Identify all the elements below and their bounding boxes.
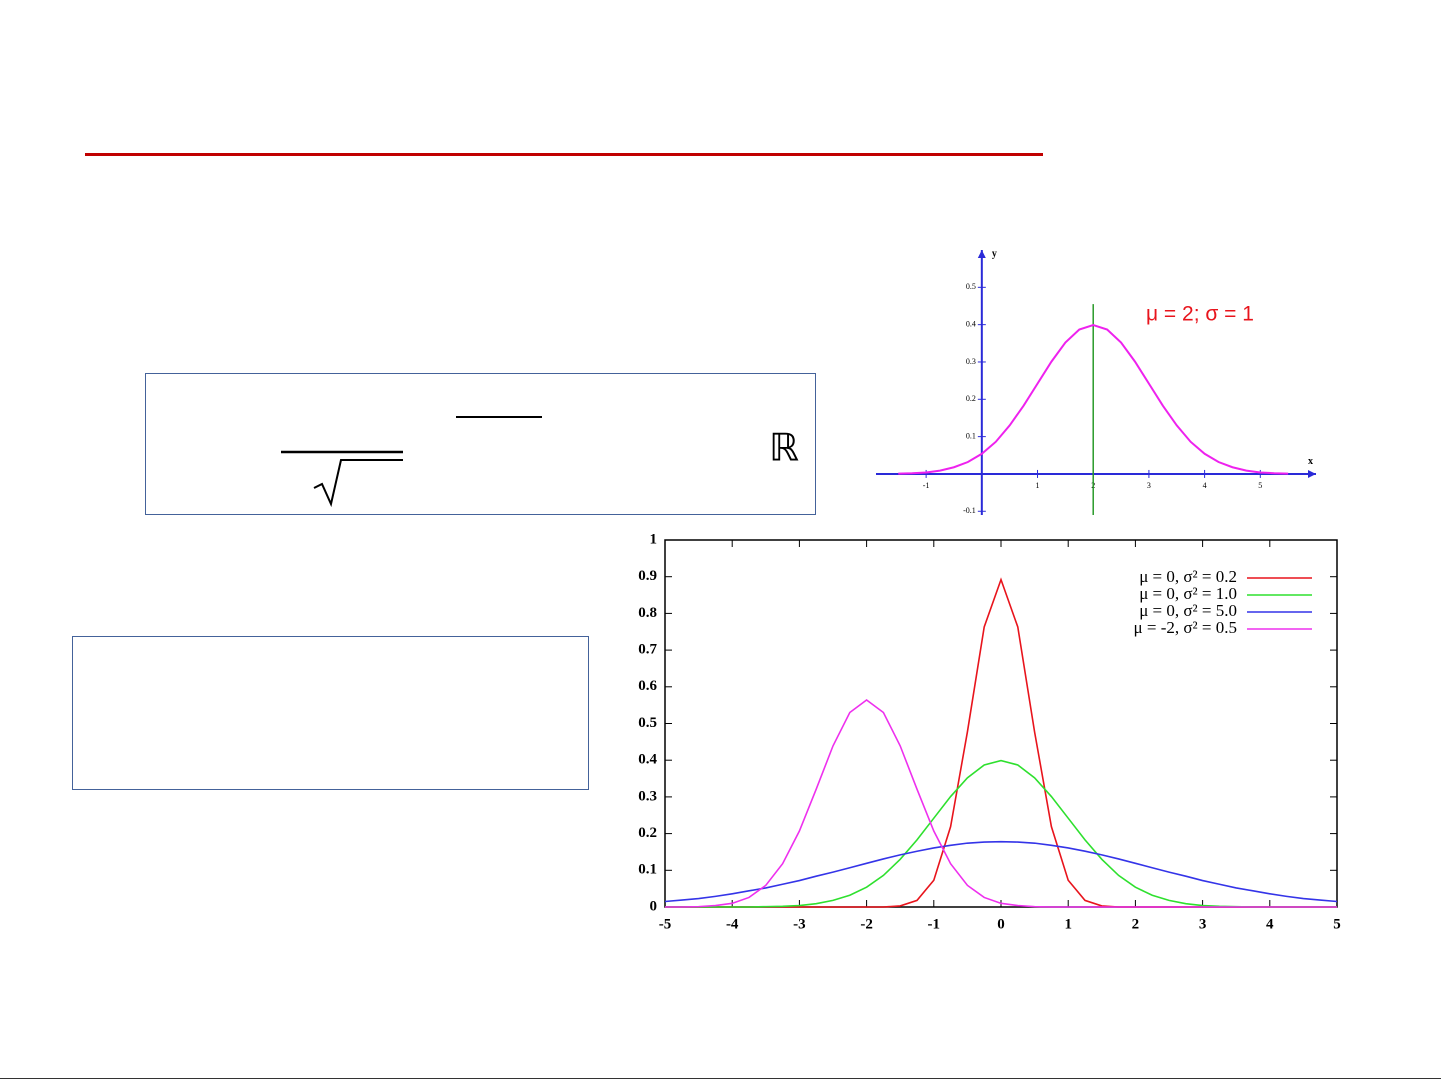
x-axis-label: x: [1308, 456, 1313, 467]
x-tick-label: 0: [997, 916, 1005, 932]
x-tick-label: 3: [1147, 481, 1151, 490]
formula-graphics: ℝ: [281, 416, 799, 508]
density-line: [898, 323, 1289, 475]
y-tick-label: 1: [650, 531, 658, 547]
x-tick-label: -5: [659, 916, 672, 932]
legend-label: μ = 0, σ² = 5.0: [1139, 601, 1237, 620]
y-tick-label: 0.2: [966, 394, 976, 403]
single-normal-chart: xy-112345-0.10.10.20.30.40.5μ = 2; σ = 1: [876, 248, 1316, 515]
title-rule: [85, 153, 1043, 156]
x-arrow: [1308, 469, 1316, 478]
y-tick-label: 0.4: [966, 319, 976, 328]
formula-box: ℝ: [145, 373, 816, 515]
y-tick-label: 0: [650, 898, 658, 914]
y-tick-label: 0.3: [966, 357, 976, 366]
normal-family-chart: -5 -4 -3 -2 -1 0 1 2 3 4 5 0 0.1 0.2 0.3 0.4 0.5 0.6 0.7 0.…: [638, 531, 1341, 932]
y-tick-label: 0.7: [638, 642, 657, 658]
x-tick-label: -3: [793, 916, 806, 932]
x-tick-label: 5: [1258, 481, 1262, 490]
y-tick-label: 0.5: [638, 715, 657, 731]
sqrt-sign: [313, 459, 403, 508]
y-arrow: [977, 250, 986, 258]
definition-box: [72, 636, 589, 790]
x-tick-label: 3: [1199, 916, 1207, 932]
y-tick-label: 0.9: [638, 568, 657, 584]
y-tick-label: 0.4: [638, 752, 657, 768]
x-tick-label: 4: [1203, 481, 1207, 490]
y-tick-label: 0.5: [966, 282, 976, 291]
x-tick-label: -1: [923, 481, 930, 490]
y-tick-label: 0.2: [638, 825, 657, 841]
y-tick-label: -0.1: [963, 506, 976, 515]
x-tick-label: -1: [928, 916, 941, 932]
y-tick-label: 0.3: [638, 788, 657, 804]
annotation: μ = 2; σ = 1: [1146, 303, 1254, 326]
legend-label: μ = 0, σ² = 1.0: [1139, 584, 1237, 603]
x-tick-label: -2: [860, 916, 873, 932]
legend-label: μ = -2, σ² = 0.5: [1134, 618, 1237, 637]
y-tick-label: 0.6: [638, 678, 657, 694]
x-tick-label: 4: [1266, 916, 1274, 932]
x-tick-label: -4: [726, 916, 739, 932]
density-line: [665, 699, 1337, 908]
x-tick-label: 5: [1333, 916, 1341, 932]
y-tick-label: 0.1: [966, 431, 976, 440]
legend-label: μ = 0, σ² = 0.2: [1139, 567, 1237, 586]
y-axis-label: y: [992, 248, 997, 259]
density-line: [664, 840, 1338, 903]
y-tick-label: 0.8: [638, 605, 657, 621]
bottom-rule: [0, 1078, 1441, 1079]
real-symbol: ℝ: [769, 428, 799, 470]
x-tick-label: 1: [1036, 481, 1040, 490]
y-tick-label: 0.1: [638, 862, 657, 878]
x-tick-label: 2: [1132, 916, 1140, 932]
x-tick-label: 1: [1064, 916, 1072, 932]
